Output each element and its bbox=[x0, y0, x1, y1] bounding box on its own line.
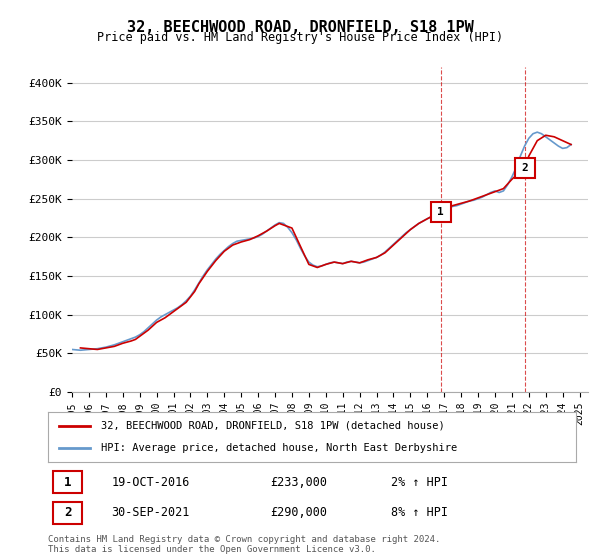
Text: 8% ↑ HPI: 8% ↑ HPI bbox=[391, 506, 448, 519]
Text: 2: 2 bbox=[64, 506, 71, 519]
Text: HPI: Average price, detached house, North East Derbyshire: HPI: Average price, detached house, Nort… bbox=[101, 443, 457, 453]
Text: 1: 1 bbox=[64, 475, 71, 488]
Text: 19-OCT-2016: 19-OCT-2016 bbox=[112, 475, 190, 488]
Text: 30-SEP-2021: 30-SEP-2021 bbox=[112, 506, 190, 519]
Text: £233,000: £233,000 bbox=[270, 475, 327, 488]
FancyBboxPatch shape bbox=[53, 471, 82, 493]
Text: Price paid vs. HM Land Registry's House Price Index (HPI): Price paid vs. HM Land Registry's House … bbox=[97, 31, 503, 44]
Text: 32, BEECHWOOD ROAD, DRONFIELD, S18 1PW (detached house): 32, BEECHWOOD ROAD, DRONFIELD, S18 1PW (… bbox=[101, 421, 445, 431]
Text: 2% ↑ HPI: 2% ↑ HPI bbox=[391, 475, 448, 488]
Text: 1: 1 bbox=[437, 207, 444, 217]
Text: 2: 2 bbox=[521, 163, 528, 172]
Text: £290,000: £290,000 bbox=[270, 506, 327, 519]
FancyBboxPatch shape bbox=[53, 502, 82, 524]
Text: 32, BEECHWOOD ROAD, DRONFIELD, S18 1PW: 32, BEECHWOOD ROAD, DRONFIELD, S18 1PW bbox=[127, 20, 473, 35]
Text: Contains HM Land Registry data © Crown copyright and database right 2024.
This d: Contains HM Land Registry data © Crown c… bbox=[48, 535, 440, 554]
